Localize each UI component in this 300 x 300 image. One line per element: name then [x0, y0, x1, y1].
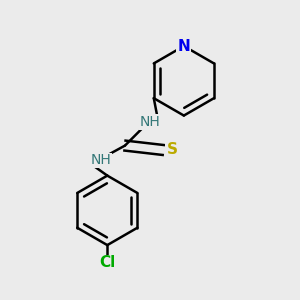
Text: NH: NH	[91, 153, 112, 167]
Text: N: N	[178, 39, 190, 54]
Text: Cl: Cl	[99, 255, 116, 270]
Text: S: S	[167, 142, 178, 158]
Text: NH: NH	[140, 115, 160, 129]
